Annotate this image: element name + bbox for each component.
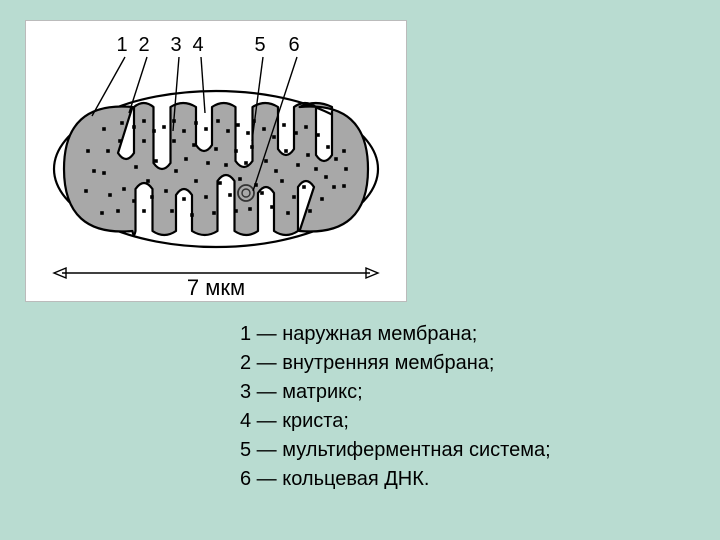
diagram-panel: 1234 5 6 7 мкм — [25, 20, 407, 302]
legend-text: матрикс; — [282, 381, 362, 403]
diagram-label-number: 3 — [170, 34, 181, 56]
diagram-label-number: 5 — [254, 34, 265, 56]
diagram-label-number: 2 — [138, 34, 149, 56]
legend-number: 1 — [240, 320, 251, 349]
legend-text: мультиферментная система; — [282, 439, 550, 461]
legend: 1 — наружная мембрана; 2 — внутренняя ме… — [240, 320, 551, 494]
legend-text: криста; — [282, 410, 349, 432]
legend-item: 6 — кольцевая ДНК. — [240, 465, 551, 494]
diagram-label-number: 4 — [192, 34, 203, 56]
legend-number: 3 — [240, 378, 251, 407]
legend-text: наружная мембрана; — [282, 323, 477, 345]
scale-label-bg — [178, 261, 254, 271]
legend-separator: — — [251, 439, 282, 461]
legend-item: 5 — мультиферментная система; — [240, 436, 551, 465]
legend-separator: — — [251, 410, 282, 432]
legend-text: кольцевая ДНК. — [282, 468, 429, 490]
legend-number: 6 — [240, 465, 251, 494]
inner-membrane-matrix — [64, 103, 368, 235]
label-leader — [201, 57, 205, 113]
legend-text: внутренняя мембрана; — [282, 352, 494, 374]
legend-separator: — — [251, 381, 282, 403]
legend-separator: — — [251, 323, 282, 345]
legend-separator: — — [251, 468, 282, 490]
legend-number: 2 — [240, 349, 251, 378]
legend-separator: — — [251, 352, 282, 374]
legend-item: 4 — криста; — [240, 407, 551, 436]
diagram-label-number: 1 — [116, 34, 127, 56]
legend-item: 3 — матрикс; — [240, 378, 551, 407]
scale-label: 7 мкм — [187, 275, 245, 300]
legend-item: 1 — наружная мембрана; — [240, 320, 551, 349]
diagram-label-number: 6 — [288, 34, 299, 56]
legend-number: 5 — [240, 436, 251, 465]
legend-item: 2 — внутренняя мембрана; — [240, 349, 551, 378]
mitochondrion-svg: 1234 5 6 7 мкм — [26, 21, 406, 301]
legend-number: 4 — [240, 407, 251, 436]
